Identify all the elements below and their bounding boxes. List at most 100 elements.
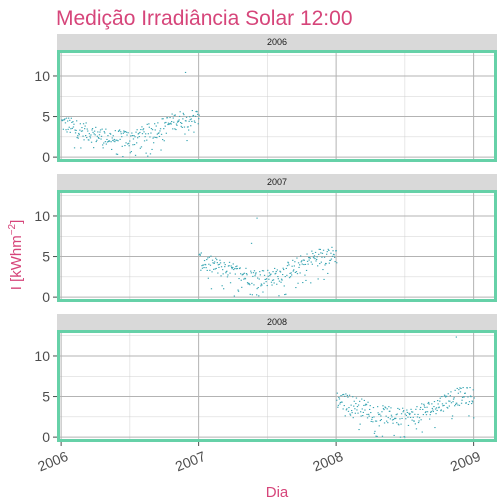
data-point [370,412,372,414]
data-point [175,123,178,125]
facet-strip-label: 2006 [267,37,287,47]
data-point [74,129,76,131]
data-point [352,417,354,419]
data-point [95,126,97,128]
facet-panel-2008: 2008 0 5 10 [34,314,497,445]
data-point [113,140,115,142]
data-point [307,263,309,265]
data-point [216,262,218,264]
data-point [349,413,351,415]
data-point [265,278,267,280]
data-point [317,278,319,280]
data-point [174,114,176,116]
data-point [407,416,409,418]
data-point [223,288,225,290]
data-point [150,128,153,130]
data-point [241,286,243,288]
data-point [213,262,215,264]
data-point [252,275,254,277]
data-point [433,406,435,408]
data-point [404,413,406,415]
data-point [459,387,461,389]
data-point [99,131,101,133]
data-point [155,136,157,138]
data-point [378,425,380,427]
data-point [127,132,129,134]
data-point [270,281,273,283]
data-point [110,141,112,143]
data-point [72,126,75,128]
data-point [184,133,186,135]
data-point [207,257,209,259]
data-point [123,131,126,133]
data-point [185,116,188,118]
data-point [310,282,312,284]
data-point [67,120,69,122]
data-point-outlier [250,242,253,244]
data-point [259,274,261,276]
data-point [106,138,108,140]
data-point [396,413,398,415]
y-axis-2006: 0 5 10 [34,68,57,165]
data-point [322,269,324,271]
data-point [304,263,307,265]
data-point [237,290,240,292]
data-point [464,392,466,394]
data-point [212,262,214,264]
data-point [397,423,399,425]
data-point [268,278,270,280]
data-point [321,256,323,258]
data-point [373,432,376,434]
data-point [107,141,110,143]
data-point [460,402,463,404]
data-point [186,140,188,142]
data-point [358,429,360,431]
data-point [93,133,95,135]
data-point [463,396,465,398]
panel-border [57,50,497,162]
data-point [66,131,68,133]
data-point [81,130,84,132]
data-point [359,400,361,402]
data-point [70,128,72,130]
data-point [445,402,447,404]
data-point [251,294,253,296]
y-axis-2007: 0 5 10 [34,208,57,305]
data-point [83,139,85,141]
data-point [363,404,365,406]
data-point [208,256,210,258]
data-point [234,267,236,269]
data-point [320,252,322,254]
data-point [292,270,294,272]
data-point [229,272,231,274]
data-point [362,411,364,413]
data-point [124,131,127,133]
data-point [147,155,149,157]
data-point [465,402,467,404]
data-point [243,278,245,280]
data-point [383,422,386,424]
data-point [175,129,177,131]
data-point [416,406,418,408]
data-point [207,277,209,279]
data-point [317,265,319,267]
data-point [359,423,361,425]
data-point [342,394,344,396]
data-point [362,415,364,417]
data-point [467,396,469,398]
data-point [103,131,105,133]
data-point [231,266,233,268]
data-point [132,138,135,140]
data-point [454,405,456,407]
data-point [340,395,342,397]
data-point [100,138,102,140]
data-point [127,143,129,145]
data-point [414,413,416,415]
data-point [434,408,437,410]
data-point [338,396,340,398]
data-point [472,401,474,403]
data-point [319,248,321,250]
data-point [91,129,93,131]
data-point [315,260,317,262]
data-point [107,135,109,137]
